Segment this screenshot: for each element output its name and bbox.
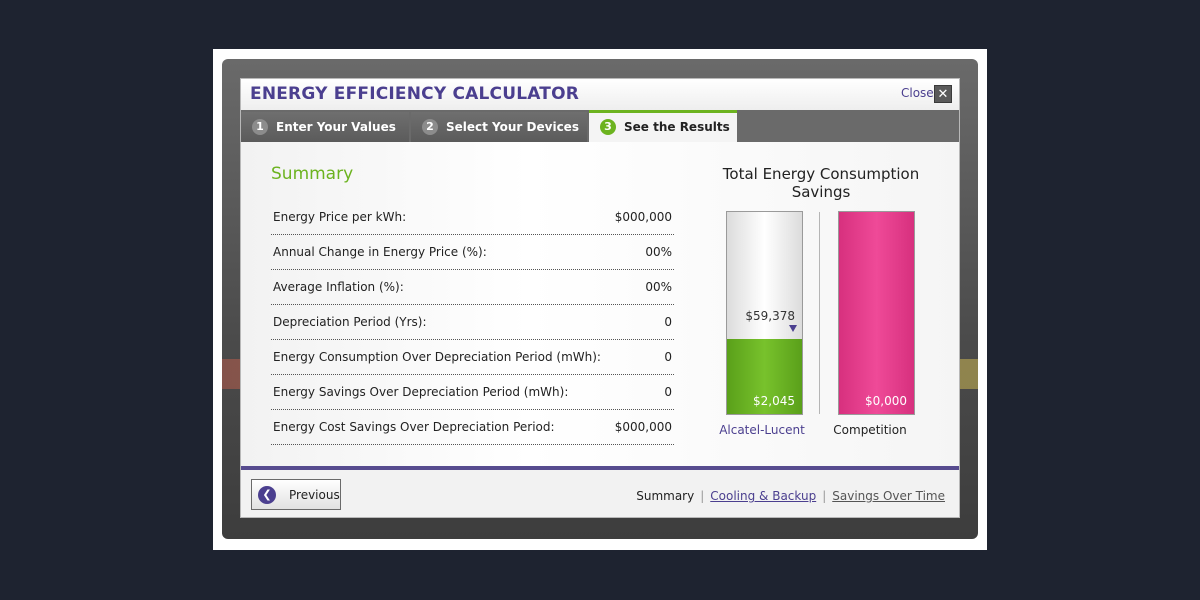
summary-row-value: 00% xyxy=(645,280,672,294)
step-number-badge: 3 xyxy=(600,119,616,135)
chart-title-line: Total Energy Consumption xyxy=(722,165,920,183)
bar-fill: $2,045 xyxy=(727,339,802,414)
footer-divider xyxy=(241,466,959,470)
bar-value-label: $0,000 xyxy=(865,394,907,408)
summary-row-value: 00% xyxy=(645,245,672,259)
tab-label: Select Your Devices xyxy=(446,120,579,134)
tab-label: Enter Your Values xyxy=(276,120,396,134)
tab-enter-your-values[interactable]: 1 Enter Your Values xyxy=(241,112,409,142)
summary-row: Energy Cost Savings Over Depreciation Pe… xyxy=(271,410,674,445)
summary-row: Annual Change in Energy Price (%): 00% xyxy=(271,235,674,270)
summary-row-value: 0 xyxy=(664,350,672,364)
previous-button-label: Previous xyxy=(289,488,340,502)
chart-title: Total Energy Consumption Savings xyxy=(711,165,931,201)
bar-value-label: $2,045 xyxy=(753,394,795,408)
results-content: Summary Energy Price per kWh: $000,000 A… xyxy=(241,142,959,467)
step-number-badge: 1 xyxy=(252,119,268,135)
dialog-titlebar: ENERGY EFFICIENCY CALCULATOR Close ✕ xyxy=(241,79,959,110)
summary-row-label: Average Inflation (%): xyxy=(273,280,404,294)
nav-separator: | xyxy=(822,489,827,503)
nav-link-cooling-backup[interactable]: Cooling & Backup xyxy=(710,489,817,503)
summary-row: Energy Price per kWh: $000,000 xyxy=(271,200,674,235)
bar-name-label: Competition xyxy=(833,423,907,437)
bar-fill: $0,000 xyxy=(839,212,914,414)
summary-row: Depreciation Period (Yrs): 0 xyxy=(271,305,674,340)
summary-row-value: 0 xyxy=(664,385,672,399)
bar-competition: $0,000 xyxy=(838,211,915,415)
summary-row-label: Annual Change in Energy Price (%): xyxy=(273,245,487,259)
chevron-left-icon: ❮ xyxy=(258,486,276,504)
summary-row: Energy Savings Over Depreciation Period … xyxy=(271,375,674,410)
summary-row-label: Energy Consumption Over Depreciation Per… xyxy=(273,350,601,364)
calculator-dialog: ENERGY EFFICIENCY CALCULATOR Close ✕ 1 E… xyxy=(240,78,960,518)
summary-row-value: $000,000 xyxy=(614,420,672,434)
nav-link-savings-over-time[interactable]: Savings Over Time xyxy=(832,489,945,503)
summary-table: Energy Price per kWh: $000,000 Annual Ch… xyxy=(271,200,674,445)
bar-alcatel-lucent: $2,045 $59,378 xyxy=(726,211,803,415)
results-nav: Summary | Cooling & Backup | Savings Over Ti… xyxy=(636,489,945,503)
bar-divider xyxy=(819,212,820,414)
summary-row-label: Energy Price per kWh: xyxy=(273,210,407,224)
dialog-footer: ❮ Previous Summary | Cooling & Backup | Savi… xyxy=(241,470,959,517)
summary-title: Summary xyxy=(271,164,354,184)
close-icon[interactable]: ✕ xyxy=(934,85,952,103)
bar-marker-label: $59,378 xyxy=(745,309,795,323)
chart-title-line: Savings xyxy=(791,183,851,201)
tab-see-the-results[interactable]: 3 See the Results xyxy=(589,110,737,142)
summary-row: Average Inflation (%): 00% xyxy=(271,270,674,305)
summary-row-label: Energy Savings Over Depreciation Period … xyxy=(273,385,569,399)
step-number-badge: 2 xyxy=(422,119,438,135)
nav-separator: | xyxy=(700,489,705,503)
marker-triangle-icon xyxy=(789,325,797,332)
close-link[interactable]: Close xyxy=(901,86,934,100)
step-tabs: 1 Enter Your Values 2 Select Your Device… xyxy=(241,110,959,142)
app-title: ENERGY EFFICIENCY CALCULATOR xyxy=(250,84,580,104)
bar-name-label: Alcatel-Lucent xyxy=(719,423,805,437)
summary-row-value: $000,000 xyxy=(614,210,672,224)
summary-row-value: 0 xyxy=(664,315,672,329)
summary-row-label: Depreciation Period (Yrs): xyxy=(273,315,427,329)
summary-row-label: Energy Cost Savings Over Depreciation Pe… xyxy=(273,420,555,434)
tab-select-your-devices[interactable]: 2 Select Your Devices xyxy=(411,112,587,142)
summary-row: Energy Consumption Over Depreciation Per… xyxy=(271,340,674,375)
nav-link-summary[interactable]: Summary xyxy=(636,489,695,503)
tab-label: See the Results xyxy=(624,120,730,134)
previous-button[interactable]: ❮ Previous xyxy=(251,479,341,510)
